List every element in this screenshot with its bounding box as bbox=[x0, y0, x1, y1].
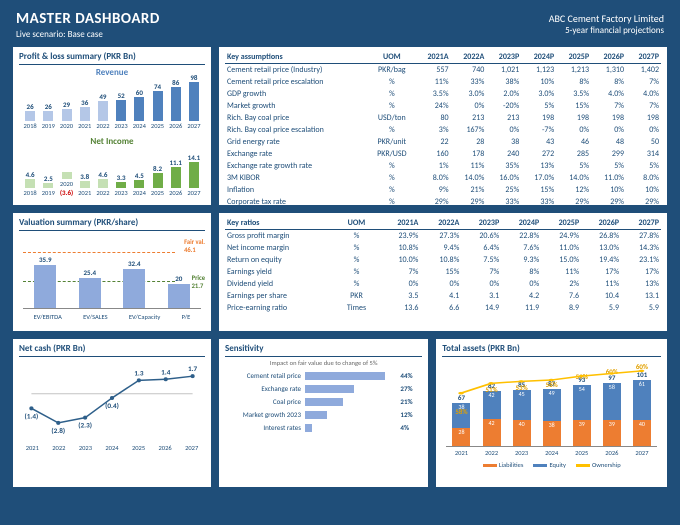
svg-text:(2.3): (2.3) bbox=[78, 421, 92, 430]
header-tagline: 5-year financial projections bbox=[549, 25, 664, 36]
stacked-bar: 53%854045 bbox=[509, 380, 535, 446]
panel-title: Net cash (PKR Bn) bbox=[19, 343, 205, 357]
panel-assumptions: Key assumptionsUOM2021A2022A2023P2024P20… bbox=[218, 46, 668, 206]
table-row: Net income margin%10.8%9.4%6.4%7.6%11.0%… bbox=[225, 242, 661, 254]
svg-text:(2.8): (2.8) bbox=[51, 426, 65, 435]
sensitivity-subtitle: Impact on fair value due to change of 5% bbox=[225, 359, 422, 367]
stacked-bar: 56%873849 bbox=[539, 379, 565, 446]
bar: 742025 bbox=[148, 82, 166, 130]
bar: 982027 bbox=[185, 73, 203, 130]
revenue-caption: Revenue bbox=[19, 67, 205, 78]
bar: 262019 bbox=[39, 102, 57, 130]
bar: 3.82021 bbox=[76, 172, 94, 197]
table-row: Cement retail price escalation%11%33%38%… bbox=[225, 76, 661, 88]
panel-total-assets: Total assets (PKR Bn) 58%67283851%824242… bbox=[435, 338, 668, 488]
svg-text:1.7: 1.7 bbox=[188, 364, 198, 373]
panel-netcash: Net cash (PKR Bn) (1.4) (2.8) (2.3) (0.4) 1.… bbox=[12, 338, 212, 488]
sensitivity-row: Coal price21% bbox=[225, 397, 422, 406]
table-row: Corporate tax rate%29%29%33%33%29%29%29% bbox=[225, 196, 661, 206]
netcash-line-chart: (1.4)(2.8)(2.3)(0.4)1.31.41.7 2021202220… bbox=[19, 359, 205, 459]
bar: (3.6)2020 bbox=[57, 172, 75, 197]
header: MASTER DASHBOARD Live scenario: Base cas… bbox=[12, 10, 668, 46]
bar: 4.52024 bbox=[130, 171, 148, 197]
bar: 2.52019 bbox=[39, 174, 57, 197]
panel-title: Sensitivity bbox=[225, 343, 422, 357]
stacked-bar: 58%672838 bbox=[448, 393, 474, 446]
stacked-bar: 59%933954 bbox=[569, 375, 595, 446]
panel-ratios: Key ratiosUOM2021A2022A2023P2024P2025P20… bbox=[218, 212, 668, 332]
panel-title: Total assets (PKR Bn) bbox=[442, 343, 661, 357]
bar: 602024 bbox=[130, 88, 148, 130]
table-row: Grid energy ratePKR/unit22283843464850 bbox=[225, 136, 661, 148]
table-row: Earnings yield%7%15%7%8%11%17%17% bbox=[225, 266, 661, 278]
table-row: Rich. Bay coal priceUSD/ton8021321319819… bbox=[225, 112, 661, 124]
table-row: Return on equity%10.0%10.8%7.5%9.3%15.0%… bbox=[225, 254, 661, 266]
table-row: Market growth%24%0%-20%5%15%7%7% bbox=[225, 100, 661, 112]
legend-liabilities: Liabilities bbox=[499, 461, 524, 469]
table-row: GDP growth%3.5%3.0%2.0%3.0%3.5%4.0%4.0% bbox=[225, 88, 661, 100]
dashboard-canvas: Profit & loss summary (PKR Bn) Revenue 2… bbox=[12, 46, 668, 520]
table-row: Gross profit margin%23.9%27.3%20.6%22.8%… bbox=[225, 230, 661, 243]
table-row: Price-earning ratioTimes13.66.614.911.98… bbox=[225, 302, 661, 314]
sensitivity-row: Exchange rate27% bbox=[225, 384, 422, 393]
table-row: Inflation%9%21%25%15%12%10%10% bbox=[225, 184, 661, 196]
bar: 862026 bbox=[167, 78, 185, 130]
table-row: Rich. Bay coal price escalation%3%167%0%… bbox=[225, 124, 661, 136]
sensitivity-bars: Cement retail price44% Exchange rate27% Co… bbox=[225, 371, 422, 432]
bar: 11.12026 bbox=[167, 158, 185, 197]
svg-text:1.3: 1.3 bbox=[134, 368, 144, 377]
bar: 262018 bbox=[21, 102, 39, 130]
bar: 4.62018 bbox=[21, 170, 39, 197]
company-name: ABC Cement Factory Limited bbox=[549, 12, 664, 25]
legend-ownership: Ownership bbox=[592, 461, 621, 469]
bar: 3.32023 bbox=[112, 173, 130, 197]
panel-title: Valuation summary (PKR/share) bbox=[19, 217, 205, 231]
panel-profit-loss: Profit & loss summary (PKR Bn) Revenue 2… bbox=[12, 46, 212, 206]
table-row: Dividend yield%0%0%0%0%2%11%13% bbox=[225, 278, 661, 290]
bar: 362021 bbox=[76, 98, 94, 130]
total-assets-chart: 58%67283851%82424253%85404556%87384959%9… bbox=[442, 359, 661, 469]
col-label: Key assumptions bbox=[225, 51, 369, 64]
bar: 292020 bbox=[57, 100, 75, 130]
netincome-caption: Net Income bbox=[19, 136, 205, 147]
netincome-bar-chart: 4.620182.52019(3.6)20203.820214.620223.3… bbox=[19, 149, 205, 197]
table-row: Earnings per sharePKR3.54.13.14.27.610.4… bbox=[225, 290, 661, 302]
valuation-chart: Fair val.46.1Price21.735.925.432.420EV/E… bbox=[19, 233, 205, 323]
bar: 522023 bbox=[112, 91, 130, 130]
stacked-bar: 60%1014061 bbox=[629, 370, 655, 446]
table-row: Exchange rate growth rate%1%11%35%13%5%5… bbox=[225, 160, 661, 172]
table-row: Cement retail price (Industry)PKR/bag557… bbox=[225, 64, 661, 77]
assumptions-table: Key assumptionsUOM2021A2022A2023P2024P20… bbox=[225, 51, 661, 206]
page-title: MASTER DASHBOARD bbox=[16, 10, 160, 28]
scenario-subtitle: Live scenario: Base case bbox=[16, 29, 160, 40]
bar: 492022 bbox=[94, 92, 112, 130]
panel-sensitivity: Sensitivity Impact on fair value due to … bbox=[218, 338, 429, 488]
table-row: 3M KIBOR%8.0%14.0%16.0%17.0%14.0%11.0%8.… bbox=[225, 172, 661, 184]
table-row: Exchange ratePKR/USD16017824027228529931… bbox=[225, 148, 661, 160]
dashboard-root: MASTER DASHBOARD Live scenario: Base cas… bbox=[0, 0, 680, 525]
sensitivity-row: Market growth 202312% bbox=[225, 410, 422, 419]
svg-text:1.4: 1.4 bbox=[161, 367, 171, 376]
stacked-bar: 60%973958 bbox=[599, 373, 625, 446]
legend-equity: Equity bbox=[549, 461, 566, 469]
panel-title: Profit & loss summary (PKR Bn) bbox=[19, 51, 205, 65]
sensitivity-row: Interest rates4% bbox=[225, 423, 422, 432]
svg-text:(0.4): (0.4) bbox=[105, 401, 119, 410]
panel-valuation: Valuation summary (PKR/share) Fair val.4… bbox=[12, 212, 212, 332]
stacked-bar: 51%824242 bbox=[479, 381, 505, 446]
sensitivity-row: Cement retail price44% bbox=[225, 371, 422, 380]
svg-text:(1.4): (1.4) bbox=[25, 411, 39, 420]
bar: 14.12027 bbox=[185, 153, 203, 197]
total-assets-legend: Liabilities Equity Ownership bbox=[442, 461, 661, 469]
revenue-bar-chart: 2620182620192920203620214920225220236020… bbox=[19, 80, 205, 130]
bar: 8.22025 bbox=[148, 164, 166, 197]
bar: 4.62022 bbox=[94, 170, 112, 197]
ratios-table: Key ratiosUOM2021A2022A2023P2024P2025P20… bbox=[225, 217, 661, 314]
